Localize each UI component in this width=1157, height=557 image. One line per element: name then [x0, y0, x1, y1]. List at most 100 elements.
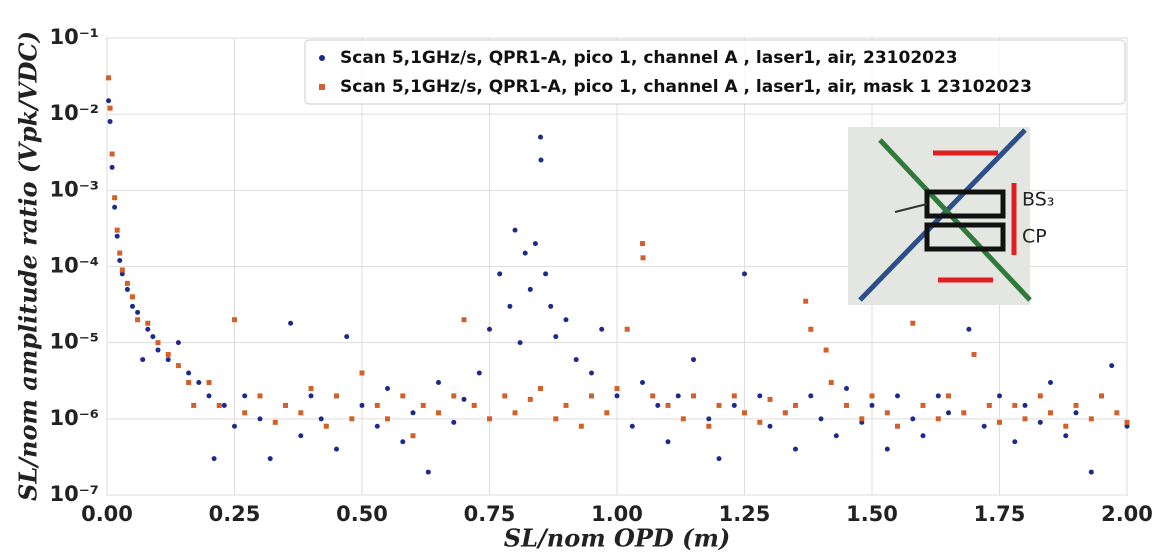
point [114, 233, 120, 239]
point [1048, 410, 1053, 416]
point [1022, 402, 1028, 408]
point [884, 446, 890, 452]
point [1022, 416, 1028, 422]
point [130, 294, 135, 300]
point [1099, 393, 1104, 399]
point [731, 393, 737, 399]
point [112, 195, 118, 201]
y-axis-label: SL/nom amplitude ratio (Vpk/VDC) [14, 31, 43, 501]
point [410, 433, 416, 439]
point [1124, 423, 1130, 429]
point [400, 439, 406, 445]
point [757, 393, 763, 399]
point [359, 370, 365, 376]
point [461, 317, 467, 323]
point [487, 416, 492, 422]
point [604, 410, 610, 416]
point [140, 357, 146, 363]
point [706, 423, 712, 429]
point [400, 393, 406, 399]
point [308, 393, 314, 399]
point [803, 298, 809, 304]
point [298, 433, 304, 439]
point [155, 347, 161, 353]
point [665, 439, 671, 445]
point [538, 386, 543, 392]
point [288, 320, 294, 326]
point [298, 410, 304, 416]
x-tick-label: 0.50 [336, 502, 388, 526]
point [553, 334, 559, 340]
point [578, 423, 584, 429]
point [344, 334, 350, 340]
point [109, 164, 115, 170]
point [119, 271, 125, 277]
point [512, 410, 518, 416]
point [145, 326, 151, 332]
y-tick-label: 10⁻³ [49, 177, 99, 201]
point [216, 402, 222, 408]
point [165, 357, 171, 363]
point [385, 416, 390, 422]
point [981, 423, 987, 429]
point [436, 379, 441, 385]
point [130, 303, 135, 309]
point [242, 410, 248, 416]
y-tick-label: 10⁻⁴ [49, 254, 99, 278]
point [716, 402, 722, 408]
point [767, 423, 773, 429]
point [757, 419, 763, 425]
x-tick-label: 1.50 [846, 502, 898, 526]
point [165, 351, 171, 357]
point [385, 386, 390, 392]
points [106, 75, 1130, 475]
point [895, 423, 900, 429]
point [833, 433, 839, 439]
point [614, 386, 620, 392]
point [844, 402, 849, 408]
point [191, 402, 197, 408]
point [935, 416, 941, 422]
point [563, 402, 569, 408]
point [823, 347, 829, 353]
point [1088, 469, 1094, 475]
point [706, 416, 712, 422]
inset-photo: BS₃ CP [848, 127, 1054, 305]
point [272, 419, 278, 425]
point [614, 393, 620, 399]
legend-box [304, 39, 1126, 105]
point [221, 402, 227, 408]
point [818, 416, 824, 422]
point [109, 151, 115, 157]
point [374, 423, 380, 429]
point [731, 402, 737, 408]
point [1037, 419, 1043, 425]
point [425, 469, 431, 475]
point [527, 396, 533, 402]
point [257, 416, 263, 422]
point [107, 119, 113, 125]
point [1063, 423, 1069, 429]
point [543, 271, 549, 277]
point [308, 386, 314, 392]
point [767, 396, 773, 402]
point [232, 317, 237, 323]
point [451, 393, 457, 399]
point [334, 393, 339, 399]
point [502, 393, 508, 399]
point [640, 255, 646, 261]
point [242, 393, 248, 399]
point [869, 393, 875, 399]
point [691, 357, 696, 363]
inset-label: BS₃ [1022, 189, 1054, 211]
point [318, 416, 324, 422]
legend-marker [319, 55, 325, 61]
point [150, 334, 156, 340]
point [135, 317, 141, 323]
point [117, 257, 123, 263]
point [349, 416, 355, 422]
point [175, 363, 181, 369]
point [1073, 410, 1079, 416]
point [117, 250, 123, 256]
point [1109, 363, 1115, 369]
